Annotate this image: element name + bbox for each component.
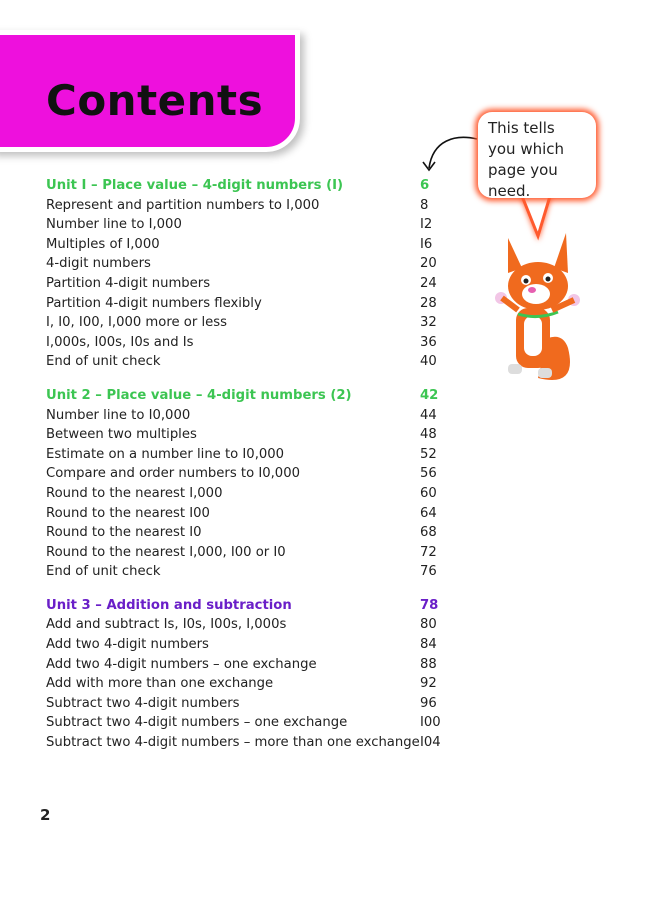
toc-entry: Add two 4-digit numbers 84 [46, 635, 446, 655]
entry-label: Number line to I0,000 [46, 407, 191, 423]
entry-label: Round to the nearest I0 [46, 525, 202, 541]
toc-entry: Subtract two 4-digit numbers – one excha… [46, 713, 446, 733]
entry-label: Add two 4-digit numbers – one exchange [46, 656, 317, 672]
entry-label: Round to the nearest I,000, I00 or I0 [46, 544, 286, 560]
entry-label: 4-digit numbers [46, 256, 151, 272]
unit-heading: Unit 3 – Addition and subtraction 78 [46, 596, 446, 616]
toc-entry: Number line to I,000 I2 [46, 215, 446, 235]
toc-entry: Between two multiples 48 [46, 425, 446, 445]
entry-page: I6 [420, 236, 433, 252]
entry-page: 36 [420, 334, 437, 350]
entry-page: 52 [420, 446, 437, 462]
header-banner [0, 30, 300, 152]
entry-label: Round to the nearest I00 [46, 505, 210, 521]
entry-label: End of unit check [46, 354, 161, 370]
entry-label: Estimate on a number line to I0,000 [46, 446, 285, 462]
entry-label: Represent and partition numbers to I,000 [46, 197, 320, 213]
entry-label: End of unit check [46, 564, 161, 580]
entry-page: 40 [420, 354, 437, 370]
page-title: Contents [46, 76, 264, 125]
entry-page: 56 [420, 466, 437, 482]
entry-label: I,000s, I00s, I0s and Is [46, 334, 194, 350]
entry-label: Add two 4-digit numbers [46, 637, 209, 653]
unit-title: Unit 2 – Place value – 4-digit numbers (… [46, 387, 352, 403]
entry-page: 68 [420, 525, 437, 541]
toc-entry: Partition 4-digit numbers 24 [46, 274, 446, 294]
entry-page: 8 [420, 197, 429, 213]
entry-page: 24 [420, 275, 437, 291]
entry-label: Add with more than one exchange [46, 676, 274, 692]
entry-label: Between two multiples [46, 427, 197, 443]
toc-entry: Round to the nearest I0 68 [46, 523, 446, 543]
entry-page: 28 [420, 295, 437, 311]
entry-label: Compare and order numbers to I0,000 [46, 466, 300, 482]
entry-page: 96 [420, 695, 437, 711]
entry-page: 80 [420, 617, 437, 633]
entry-page: I00 [420, 715, 441, 731]
toc-entry: 4-digit numbers 20 [46, 254, 446, 274]
toc-entry: Estimate on a number line to I0,000 52 [46, 445, 446, 465]
toc-entry: Round to the nearest I,000 60 [46, 484, 446, 504]
entry-page: 92 [420, 676, 437, 692]
entry-page: 32 [420, 315, 437, 331]
entry-label: Add and subtract Is, I0s, I00s, I,000s [46, 617, 287, 633]
entry-label: Partition 4-digit numbers [46, 275, 211, 291]
toc-entry: I, I0, I00, I,000 more or less 32 [46, 313, 446, 333]
entry-label: Number line to I,000 [46, 217, 182, 233]
unit-title: Unit 3 – Addition and subtraction [46, 597, 292, 613]
entry-page: 44 [420, 407, 437, 423]
toc-entry: Multiples of I,000 I6 [46, 235, 446, 255]
entry-page: 72 [420, 544, 437, 560]
unit-heading: Unit 2 – Place value – 4-digit numbers (… [46, 386, 446, 406]
toc-entry: Partition 4-digit numbers flexibly 28 [46, 294, 446, 314]
unit-page: 42 [420, 387, 439, 403]
table-of-contents: Unit I – Place value – 4-digit numbers (… [46, 176, 446, 753]
entry-label: Multiples of I,000 [46, 236, 160, 252]
toc-entry: Number line to I0,000 44 [46, 406, 446, 426]
entry-page: 84 [420, 637, 437, 653]
speech-bubble: This tells you which page you need. [478, 112, 596, 200]
toc-entry: Subtract two 4-digit numbers – more than… [46, 733, 446, 753]
toc-entry: I,000s, I00s, I0s and Is 36 [46, 333, 446, 353]
unit-page: 6 [420, 178, 430, 193]
entry-label: I, I0, I00, I,000 more or less [46, 315, 227, 331]
entry-page: 88 [420, 656, 437, 672]
entry-label: Subtract two 4-digit numbers [46, 695, 240, 711]
toc-entry: Round to the nearest I00 64 [46, 504, 446, 524]
unit-heading: Unit I – Place value – 4-digit numbers (… [46, 176, 446, 196]
entry-label: Subtract two 4-digit numbers – more than… [46, 735, 420, 751]
toc-entry: Add with more than one exchange 92 [46, 674, 446, 694]
entry-page: 20 [420, 256, 437, 272]
toc-entry: Add and subtract Is, I0s, I00s, I,000s 80 [46, 615, 446, 635]
toc-entry: Round to the nearest I,000, I00 or I0 72 [46, 543, 446, 563]
entry-page: I04 [420, 735, 441, 751]
toc-entry: End of unit check 76 [46, 562, 446, 582]
entry-label: Subtract two 4-digit numbers – one excha… [46, 715, 348, 731]
entry-label: Round to the nearest I,000 [46, 485, 223, 501]
entry-page: 48 [420, 427, 437, 443]
unit-title: Unit I – Place value – 4-digit numbers (… [46, 178, 344, 193]
pointer-arrow-icon [422, 136, 478, 172]
toc-entry: Add two 4-digit numbers – one exchange 88 [46, 655, 446, 675]
unit-page: 78 [420, 597, 439, 613]
toc-entry: Represent and partition numbers to I,000… [46, 196, 446, 216]
page-number: 2 [40, 806, 51, 824]
entry-page: 60 [420, 485, 437, 501]
fox-mascot-icon [495, 233, 580, 380]
toc-entry: End of unit check 40 [46, 352, 446, 372]
toc-entry: Subtract two 4-digit numbers 96 [46, 694, 446, 714]
entry-page: I2 [420, 217, 433, 233]
entry-page: 76 [420, 564, 437, 580]
toc-entry: Compare and order numbers to I0,000 56 [46, 464, 446, 484]
entry-page: 64 [420, 505, 437, 521]
entry-label: Partition 4-digit numbers flexibly [46, 295, 262, 311]
